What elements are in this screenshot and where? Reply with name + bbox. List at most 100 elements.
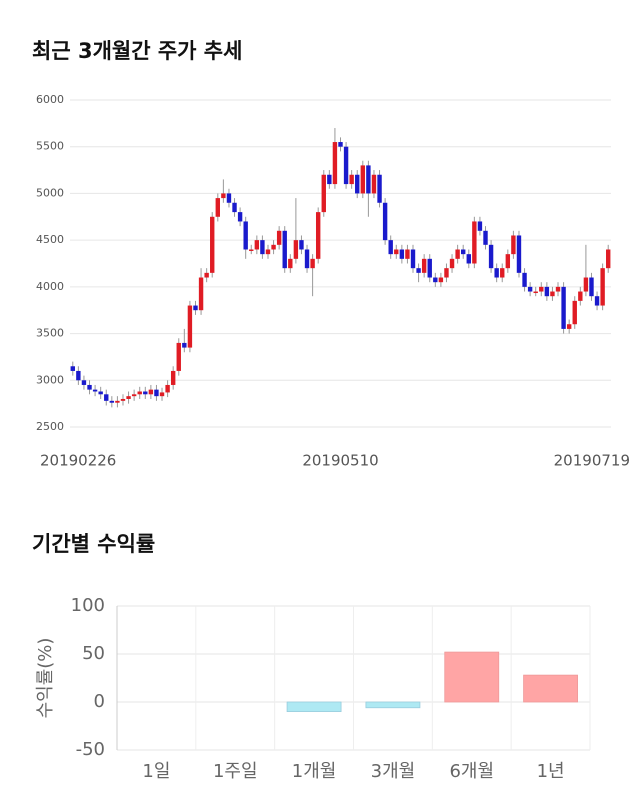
- candle-body: [449, 258, 455, 269]
- x-tick-label: 1년: [537, 761, 565, 782]
- candle-body: [466, 254, 471, 264]
- candle-body: [182, 342, 187, 348]
- candle-body: [472, 221, 477, 264]
- candle-body: [349, 174, 354, 185]
- candle-body: [232, 202, 237, 213]
- candle-body: [488, 244, 494, 269]
- candle-body: [550, 291, 555, 297]
- candle-body: [148, 389, 154, 395]
- candle-body: [505, 254, 511, 269]
- candle-body: [572, 300, 577, 325]
- candle-body: [282, 230, 287, 269]
- candle-body: [310, 258, 315, 269]
- y-tick-label: 0: [94, 691, 105, 712]
- candle-body: [315, 212, 321, 259]
- candle-body: [433, 277, 438, 283]
- candle-body: [360, 165, 366, 194]
- candle-body: [260, 240, 265, 255]
- chart-title: 최근 3개월간 주가 추세: [32, 39, 242, 63]
- candle-body: [271, 244, 276, 250]
- candle-body: [299, 240, 304, 250]
- candle-body: [87, 384, 92, 390]
- y-tick-label: 5000: [36, 186, 64, 199]
- candle-body: [115, 400, 120, 403]
- candle-body: [427, 258, 432, 278]
- candle-body: [321, 174, 326, 213]
- candle-body: [176, 342, 181, 371]
- candle-body: [388, 240, 393, 255]
- candle-body: [187, 305, 193, 348]
- candle-body: [221, 193, 226, 199]
- candle-body: [455, 249, 460, 259]
- candle-body: [243, 221, 248, 250]
- candle-body: [343, 146, 349, 185]
- candle-body: [527, 286, 533, 292]
- y-tick-label: 4500: [36, 233, 64, 246]
- candle-body: [159, 392, 165, 397]
- candle-body: [500, 268, 505, 278]
- candle-body: [332, 142, 338, 185]
- bar: [444, 651, 500, 703]
- candle-body: [143, 391, 148, 395]
- y-tick-label: 3500: [36, 327, 64, 340]
- candle-body: [606, 249, 611, 269]
- candle-body: [165, 384, 170, 393]
- y-tick-label: 5500: [36, 140, 64, 153]
- bar: [523, 674, 578, 703]
- candle-body: [104, 394, 109, 401]
- y-axis-label: 수익률(%): [35, 638, 56, 719]
- candle-body: [583, 277, 589, 292]
- candle-body: [416, 268, 421, 273]
- candle-body: [98, 391, 103, 395]
- candle-body: [198, 277, 204, 311]
- candle-body: [170, 370, 176, 385]
- candle-body: [70, 366, 75, 371]
- candle-body: [438, 277, 444, 283]
- candle-body: [600, 268, 605, 306]
- chart-title: 기간별 수익률: [32, 532, 155, 556]
- y-tick-label: 3000: [36, 373, 64, 386]
- candle-body: [120, 398, 126, 401]
- candle-body: [210, 216, 215, 273]
- candle-body: [421, 258, 427, 273]
- candle-body: [522, 272, 527, 287]
- x-tick-label: 20190510: [302, 452, 378, 470]
- candle-body: [137, 391, 142, 395]
- candle-body: [539, 286, 544, 292]
- candle-body: [126, 396, 131, 399]
- candle-body: [204, 272, 209, 278]
- candle-body: [477, 221, 483, 231]
- candle-body: [399, 249, 405, 259]
- candle-body: [366, 165, 371, 194]
- candle-body: [377, 174, 382, 203]
- candle-body: [483, 230, 488, 245]
- y-tick-label: 4000: [36, 280, 64, 293]
- candle-body: [382, 202, 388, 241]
- x-tick-label: 1일: [142, 761, 170, 782]
- candle-body: [461, 249, 466, 255]
- candle-body: [555, 286, 561, 292]
- candle-body: [81, 380, 87, 385]
- candle-body: [533, 291, 538, 294]
- x-tick-label: 20190226: [40, 452, 116, 470]
- bar: [286, 701, 342, 713]
- candle-body: [511, 235, 516, 255]
- candle-body: [371, 174, 377, 194]
- candle-body: [561, 286, 566, 329]
- x-tick-label: 1개월: [292, 761, 337, 782]
- candle-body: [276, 230, 282, 245]
- candle-body: [338, 142, 343, 147]
- candle-body: [288, 258, 293, 269]
- candle-body: [594, 296, 600, 306]
- candle-body: [394, 249, 399, 255]
- y-tick-label: 2500: [36, 420, 64, 433]
- candle-body: [405, 249, 410, 259]
- x-tick-label: 3개월: [371, 761, 416, 782]
- y-tick-label: 6000: [36, 93, 64, 106]
- y-tick-label: 100: [71, 595, 105, 616]
- candle-body: [265, 249, 271, 255]
- candle-body: [215, 198, 220, 217]
- x-tick-label: 6개월: [449, 761, 494, 782]
- y-tick-label: -50: [76, 739, 105, 760]
